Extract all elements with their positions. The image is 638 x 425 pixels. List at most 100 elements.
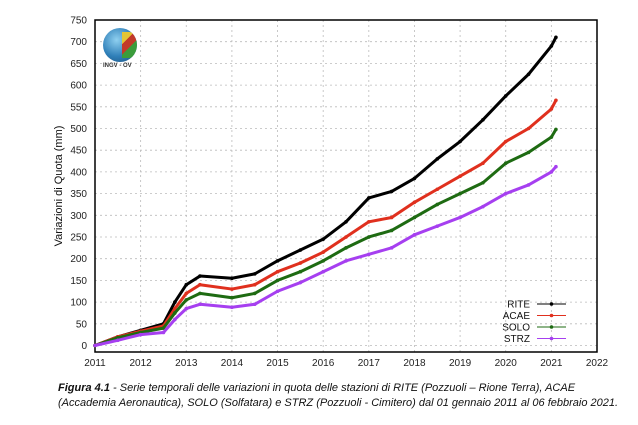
- data-point-solo: [367, 235, 371, 239]
- y-tick-label: 300: [70, 211, 87, 222]
- data-point-acae: [230, 287, 234, 291]
- data-point-solo: [412, 215, 417, 220]
- x-tick-label: 2014: [221, 358, 244, 369]
- legend-label: ACAE: [503, 311, 531, 322]
- data-point-solo: [161, 326, 166, 330]
- data-point-rite: [184, 282, 189, 287]
- data-point-strz: [230, 305, 234, 310]
- data-point-solo: [554, 127, 558, 132]
- data-point-acae: [481, 161, 485, 166]
- data-point-solo: [252, 291, 257, 296]
- data-point-strz: [321, 269, 325, 274]
- y-tick-label: 250: [70, 232, 87, 243]
- data-point-solo: [230, 295, 234, 300]
- data-point-rite: [526, 72, 531, 77]
- data-point-acae: [252, 282, 257, 287]
- data-point-strz: [161, 330, 166, 335]
- data-point-strz: [389, 246, 394, 250]
- data-point-strz: [252, 302, 257, 307]
- data-point-acae: [412, 200, 417, 205]
- data-point-rite: [503, 94, 508, 98]
- data-point-strz: [138, 332, 143, 337]
- x-tick-label: 2016: [312, 358, 335, 369]
- data-point-acae: [389, 215, 394, 220]
- caption-text: - Serie temporali delle variazioni in qu…: [58, 382, 619, 409]
- y-tick-label: 700: [70, 37, 87, 48]
- data-point-solo: [321, 259, 325, 263]
- data-point-acae: [321, 250, 325, 254]
- data-point-strz: [412, 233, 417, 237]
- data-point-strz: [549, 170, 554, 174]
- data-point-solo: [481, 180, 485, 185]
- data-point-acae: [344, 235, 348, 239]
- data-point-strz: [503, 191, 508, 196]
- x-tick-label: 2020: [495, 358, 518, 369]
- data-point-rite: [389, 189, 394, 194]
- data-point-strz: [93, 343, 97, 348]
- legend-label: RITE: [507, 300, 530, 311]
- data-point-rite: [344, 220, 348, 224]
- data-point-rite: [321, 237, 325, 241]
- data-point-acae: [554, 98, 558, 103]
- data-point-rite: [435, 157, 440, 161]
- data-point-acae: [198, 282, 202, 287]
- data-point-acae: [173, 306, 177, 311]
- data-point-strz: [173, 317, 177, 322]
- data-point-acae: [367, 220, 371, 224]
- data-point-solo: [173, 311, 177, 315]
- data-point-rite: [367, 196, 371, 200]
- x-tick-label: 2012: [130, 358, 153, 369]
- legend-marker-strz: [549, 336, 554, 341]
- data-point-strz: [116, 338, 120, 343]
- x-tick-label: 2015: [266, 358, 289, 369]
- y-tick-label: 150: [70, 276, 87, 287]
- data-point-strz: [344, 259, 348, 263]
- data-point-acae: [435, 187, 440, 192]
- data-point-solo: [389, 228, 394, 233]
- data-point-strz: [198, 302, 202, 307]
- y-tick-label: 750: [70, 16, 87, 27]
- y-tick-label: 550: [70, 102, 87, 113]
- data-point-rite: [252, 272, 257, 276]
- data-point-solo: [458, 191, 462, 196]
- data-point-strz: [367, 252, 371, 257]
- data-point-rite: [549, 44, 554, 48]
- data-point-solo: [549, 135, 554, 139]
- data-point-strz: [298, 280, 303, 285]
- data-point-acae: [526, 126, 531, 131]
- figure-caption: Figura 4.1 - Serie temporali delle varia…: [58, 381, 633, 411]
- data-point-solo: [435, 202, 440, 207]
- y-tick-label: 400: [70, 167, 87, 178]
- data-point-rite: [298, 248, 303, 252]
- x-tick-label: 2019: [449, 358, 472, 369]
- data-point-strz: [526, 183, 531, 187]
- data-point-strz: [184, 306, 189, 311]
- data-point-rite: [198, 274, 202, 278]
- y-tick-label: 100: [70, 298, 87, 309]
- x-tick-label: 2013: [175, 358, 198, 369]
- data-point-acae: [184, 291, 189, 296]
- legend-label: STRZ: [504, 334, 530, 345]
- data-point-rite: [481, 118, 485, 122]
- y-tick-label: 350: [70, 189, 87, 200]
- y-tick-label: 50: [76, 319, 88, 330]
- data-point-rite: [554, 35, 558, 40]
- y-tick-label: 200: [70, 254, 87, 265]
- data-point-solo: [503, 161, 508, 166]
- y-tick-label: 500: [70, 124, 87, 135]
- data-point-strz: [554, 164, 558, 169]
- y-tick-label: 0: [81, 341, 87, 352]
- data-point-rite: [412, 176, 417, 181]
- data-point-solo: [344, 246, 348, 250]
- series-line-rite: [94, 36, 558, 347]
- data-point-solo: [298, 269, 303, 274]
- data-point-rite: [173, 300, 177, 304]
- data-point-acae: [458, 174, 462, 179]
- data-point-solo: [526, 150, 531, 155]
- logo-text: INGV - OV: [103, 63, 132, 69]
- y-tick-label: 650: [70, 59, 87, 70]
- y-axis-label: Variazioni di Quota (mm): [53, 126, 65, 247]
- chart: 2011 2012 2013 2014 2015 2016 2017 2018 2019 2020…: [53, 16, 609, 370]
- data-point-rite: [230, 276, 234, 281]
- data-point-acae: [549, 107, 554, 111]
